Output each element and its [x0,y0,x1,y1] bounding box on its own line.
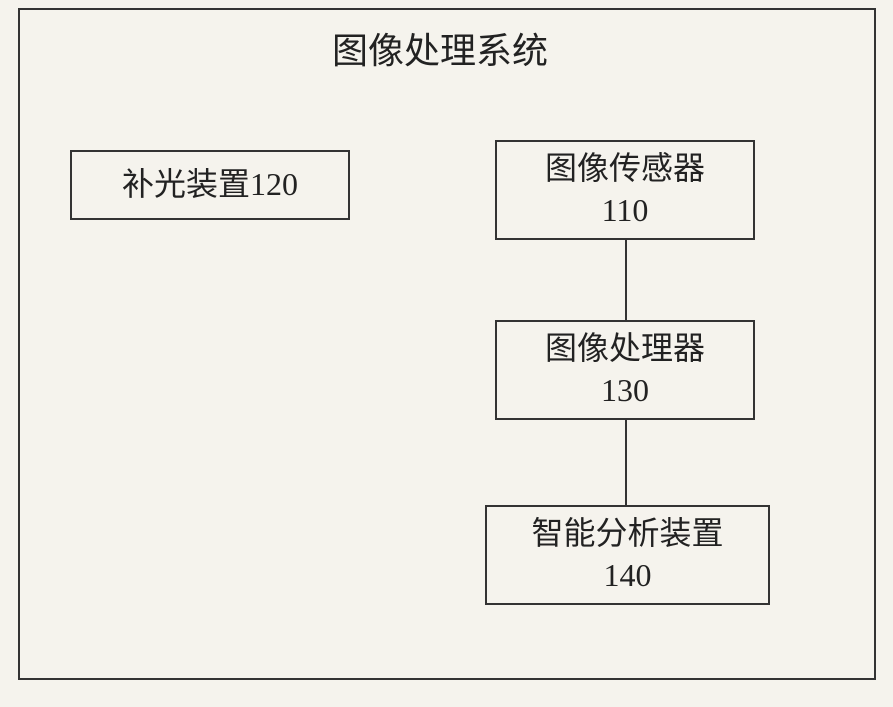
node-label-line2: 110 [602,190,649,232]
node-label-line2: 140 [604,555,652,597]
diagram-title: 图像处理系统 [260,22,620,74]
node-image-sensor: 图像传感器110 [495,140,755,240]
node-label: 补光装置120 [122,164,298,206]
node-label-line1: 智能分析装置 [531,513,723,555]
node-label-line1: 图像传感器 [545,148,705,190]
node-intelligent-analysis-device: 智能分析装置140 [485,505,770,605]
node-label-line2: 130 [601,370,649,412]
node-label-line1: 图像处理器 [545,328,705,370]
connector-image-processor-to-intelligent-analysis-device [625,420,627,505]
node-image-processor: 图像处理器130 [495,320,755,420]
node-fill-light-device: 补光装置120 [70,150,350,220]
connector-image-sensor-to-image-processor [625,240,627,320]
